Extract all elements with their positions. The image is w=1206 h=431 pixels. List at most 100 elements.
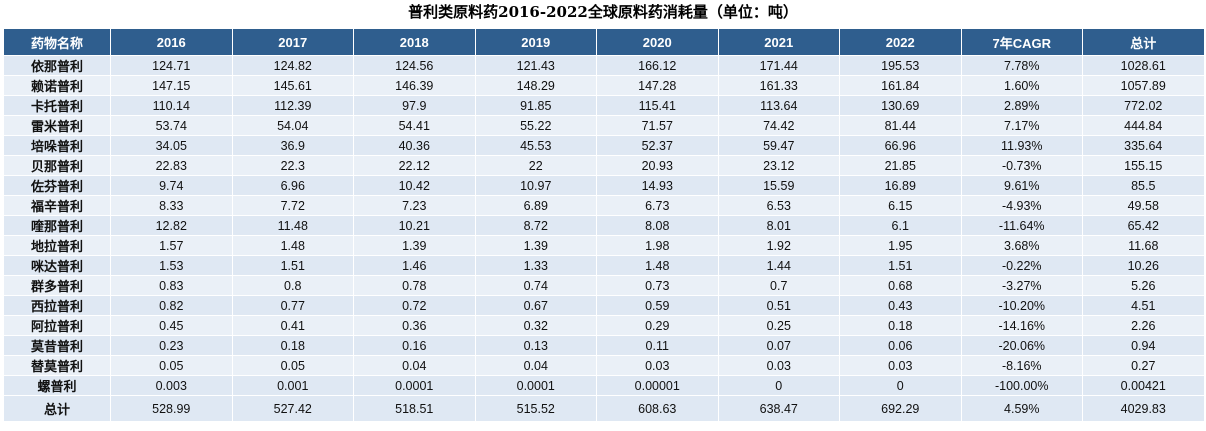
cell: -0.73% bbox=[960, 155, 1083, 176]
cell: 0.36 bbox=[353, 315, 476, 336]
header-row: 药物名称 2016 2017 2018 2019 2020 2021 2022 7年CAGR 总计 bbox=[3, 28, 1205, 56]
cell: 6.73 bbox=[596, 195, 719, 216]
cell: 335.64 bbox=[1082, 135, 1205, 156]
header-cell: 药物名称 bbox=[3, 28, 111, 56]
cell: 81.44 bbox=[839, 115, 962, 136]
drug-name: 地拉普利 bbox=[3, 235, 111, 256]
cell: 0.07 bbox=[717, 335, 840, 356]
cell: 8.08 bbox=[596, 215, 719, 236]
cell: -0.22% bbox=[960, 255, 1083, 276]
drug-name: 阿拉普利 bbox=[3, 315, 111, 336]
cell: 1.51 bbox=[231, 255, 354, 276]
drug-name: 总计 bbox=[3, 395, 111, 422]
cell: 112.39 bbox=[231, 95, 354, 116]
header-cell: 总计 bbox=[1082, 28, 1205, 56]
cell: 4.51 bbox=[1082, 295, 1205, 316]
cell: 0.11 bbox=[596, 335, 719, 356]
drug-name: 佐芬普利 bbox=[3, 175, 111, 196]
cell: 124.56 bbox=[353, 55, 476, 76]
cell: 66.96 bbox=[839, 135, 962, 156]
cell: 0.94 bbox=[1082, 335, 1205, 356]
cell: 14.93 bbox=[596, 175, 719, 196]
header-cell: 2020 bbox=[596, 28, 719, 56]
table-row: 地拉普利 1.57 1.48 1.39 1.39 1.98 1.92 1.95 3.68% 11.… bbox=[3, 235, 1205, 256]
cell: 0.06 bbox=[839, 335, 962, 356]
drug-name: 西拉普利 bbox=[3, 295, 111, 316]
data-table: 药物名称 2016 2017 2018 2019 2020 2021 2022 7年CAGR 总计… bbox=[3, 28, 1205, 422]
cell: 0.03 bbox=[717, 355, 840, 376]
cell: 0.59 bbox=[596, 295, 719, 316]
cell: 49.58 bbox=[1082, 195, 1205, 216]
cell: 195.53 bbox=[839, 55, 962, 76]
cell: 0 bbox=[839, 375, 962, 396]
cell: 59.47 bbox=[717, 135, 840, 156]
cell: 65.42 bbox=[1082, 215, 1205, 236]
cell: -100.00% bbox=[960, 375, 1083, 396]
cell: 9.61% bbox=[960, 175, 1083, 196]
cell: 8.33 bbox=[110, 195, 233, 216]
cell: 2.89% bbox=[960, 95, 1083, 116]
cell: 21.85 bbox=[839, 155, 962, 176]
drug-name: 卡托普利 bbox=[3, 95, 111, 116]
cell: 0.13 bbox=[474, 335, 597, 356]
cell: 12.82 bbox=[110, 215, 233, 236]
cell: 638.47 bbox=[717, 395, 840, 422]
cell: 0 bbox=[717, 375, 840, 396]
drug-name: 雷米普利 bbox=[3, 115, 111, 136]
cell: 527.42 bbox=[231, 395, 354, 422]
drug-name: 贝那普利 bbox=[3, 155, 111, 176]
cell: 0.32 bbox=[474, 315, 597, 336]
cell: 608.63 bbox=[596, 395, 719, 422]
cell: 147.28 bbox=[596, 75, 719, 96]
cell: 9.74 bbox=[110, 175, 233, 196]
drug-name: 莫昔普利 bbox=[3, 335, 111, 356]
cell: 130.69 bbox=[839, 95, 962, 116]
cell: -10.20% bbox=[960, 295, 1083, 316]
cell: 22.83 bbox=[110, 155, 233, 176]
cell: 45.53 bbox=[474, 135, 597, 156]
cell: 0.45 bbox=[110, 315, 233, 336]
table-row: 依那普利 124.71 124.82 124.56 121.43 166.12 171.44… bbox=[3, 55, 1205, 76]
cell: 0.29 bbox=[596, 315, 719, 336]
header-cell: 7年CAGR bbox=[960, 28, 1083, 56]
cell: 1.39 bbox=[353, 235, 476, 256]
cell: 1.60% bbox=[960, 75, 1083, 96]
cell: 0.7 bbox=[717, 275, 840, 296]
cell: 54.41 bbox=[353, 115, 476, 136]
table-row: 卡托普利 110.14 112.39 97.9 91.85 115.41 113.64 130… bbox=[3, 95, 1205, 116]
cell: 1.57 bbox=[110, 235, 233, 256]
cell: 6.89 bbox=[474, 195, 597, 216]
cell: 0.72 bbox=[353, 295, 476, 316]
cell: 22.3 bbox=[231, 155, 354, 176]
table-row: 喹那普利 12.82 11.48 10.21 8.72 8.08 8.01 6.1 -11.64… bbox=[3, 215, 1205, 236]
cell: 0.8 bbox=[231, 275, 354, 296]
cell: 0.0001 bbox=[353, 375, 476, 396]
cell: 10.26 bbox=[1082, 255, 1205, 276]
cell: 11.93% bbox=[960, 135, 1083, 156]
cell: 0.82 bbox=[110, 295, 233, 316]
cell: 0.00421 bbox=[1082, 375, 1205, 396]
cell: 171.44 bbox=[717, 55, 840, 76]
table-row: 阿拉普利 0.45 0.41 0.36 0.32 0.29 0.25 0.18 -14.16% 2… bbox=[3, 315, 1205, 336]
cell: 0.00001 bbox=[596, 375, 719, 396]
cell: 91.85 bbox=[474, 95, 597, 116]
cell: 161.84 bbox=[839, 75, 962, 96]
table-row: 群多普利 0.83 0.8 0.78 0.74 0.73 0.7 0.68 -3.27% 5.26 bbox=[3, 275, 1205, 296]
table-row: 咪达普利 1.53 1.51 1.46 1.33 1.48 1.44 1.51 -0.22% 10… bbox=[3, 255, 1205, 276]
table-row: 雷米普利 53.74 54.04 54.41 55.22 71.57 74.42 81.44 7… bbox=[3, 115, 1205, 136]
table-row: 福辛普利 8.33 7.72 7.23 6.89 6.73 6.53 6.15 -4.93% 49… bbox=[3, 195, 1205, 216]
cell: 6.96 bbox=[231, 175, 354, 196]
cell: 166.12 bbox=[596, 55, 719, 76]
cell: 0.23 bbox=[110, 335, 233, 356]
table-row: 佐芬普利 9.74 6.96 10.42 10.97 14.93 15.59 16.89 9.6… bbox=[3, 175, 1205, 196]
cell: 1.98 bbox=[596, 235, 719, 256]
cell: 7.17% bbox=[960, 115, 1083, 136]
drug-name: 咪达普利 bbox=[3, 255, 111, 276]
cell: 115.41 bbox=[596, 95, 719, 116]
drug-name: 替莫普利 bbox=[3, 355, 111, 376]
cell: 0.0001 bbox=[474, 375, 597, 396]
table-row: 赖诺普利 147.15 145.61 146.39 148.29 147.28 161.33… bbox=[3, 75, 1205, 96]
cell: 161.33 bbox=[717, 75, 840, 96]
cell: -3.27% bbox=[960, 275, 1083, 296]
